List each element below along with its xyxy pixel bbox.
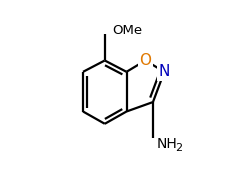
Text: N: N [158,64,169,79]
Text: 2: 2 [174,143,181,153]
Text: NH: NH [156,137,177,151]
Text: OMe: OMe [112,24,142,37]
Text: O: O [139,53,151,68]
